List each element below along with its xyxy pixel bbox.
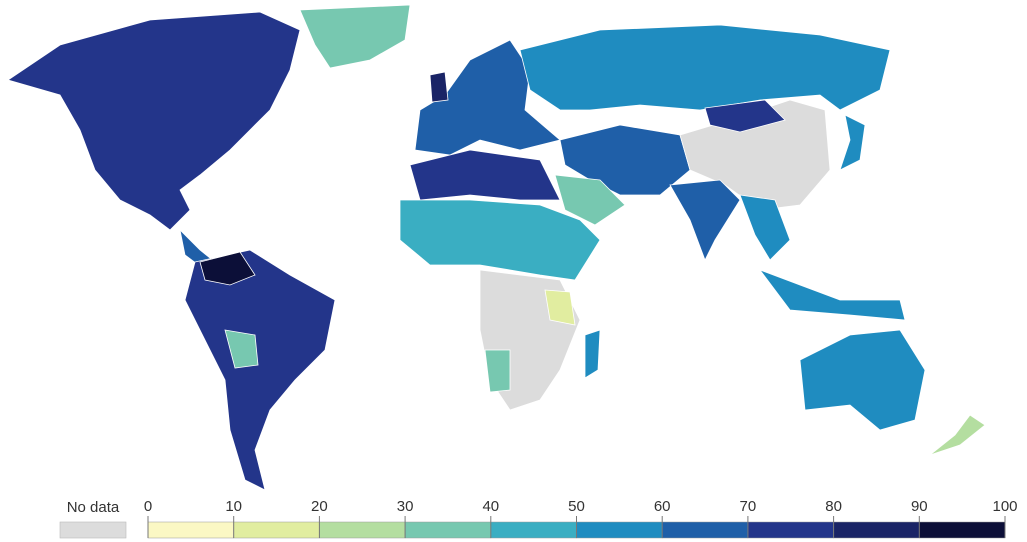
legend-bin [319,521,406,539]
legend-tick-label: 30 [397,498,414,515]
region [554,174,626,226]
region [544,289,576,326]
legend-bin [490,521,577,539]
region [429,71,449,103]
legend-tick-label: 50 [568,498,585,515]
region [929,414,986,456]
region [669,179,741,261]
map [7,4,986,491]
legend-tick-label: 80 [825,498,842,515]
region [519,24,891,111]
region [704,99,786,133]
legend-bin [233,521,320,539]
region [299,4,411,69]
legend-tick-label: 20 [311,498,328,515]
legend-tick-label: 10 [225,498,242,515]
region [224,329,259,369]
region [7,11,301,231]
legend-bin [919,521,1006,539]
region [559,124,691,196]
legend-tick-label: 90 [911,498,928,515]
legend-tick-label: 100 [992,498,1017,515]
region [399,199,601,281]
legend-bin [661,521,749,539]
legend-tick-label: 70 [740,498,757,515]
legend-bin [576,521,663,539]
region [739,194,791,261]
no-data-label: No data [67,499,120,516]
region [409,149,561,201]
legend-tick-label: 60 [654,498,671,515]
region [199,251,256,286]
legend-bin [404,521,492,539]
no-data-swatch [59,521,127,539]
legend-tick-label: 0 [144,498,152,515]
legend-tick-label: 40 [482,498,499,515]
legend-bin [147,521,234,539]
region [484,349,511,393]
region [584,329,601,379]
region [839,114,866,171]
legend-bin [747,521,834,539]
region [184,249,336,491]
legend-bin [833,521,920,539]
legend: No data 0 10 20 30 40 50 60 70 80 90 100 [59,498,1018,539]
region [799,329,926,431]
region [758,269,906,321]
